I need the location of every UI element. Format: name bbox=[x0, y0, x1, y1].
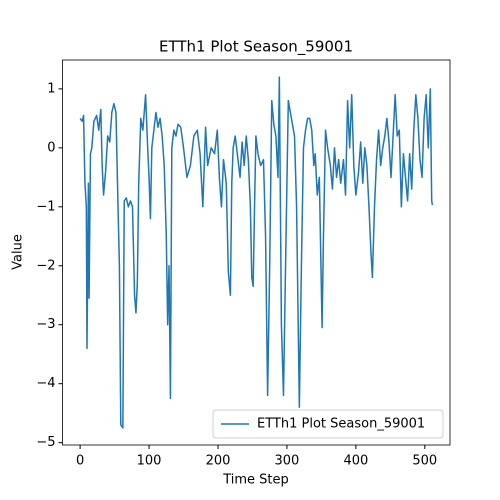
y-tick-label: 1 bbox=[47, 81, 55, 96]
y-tick-label: −4 bbox=[36, 376, 55, 391]
y-tick-label: −3 bbox=[36, 317, 55, 332]
y-tick-label: 0 bbox=[47, 140, 55, 155]
x-tick-label: 300 bbox=[275, 454, 300, 469]
line-series bbox=[79, 76, 434, 429]
y-tick-label: −1 bbox=[36, 199, 55, 214]
x-tick-label: 400 bbox=[343, 454, 368, 469]
y-tick-label: −2 bbox=[36, 258, 55, 273]
x-axis-label: Time Step bbox=[222, 473, 289, 488]
y-axis-label: Value bbox=[11, 234, 26, 270]
legend-label: ETTh1 Plot Season_59001 bbox=[257, 417, 425, 432]
y-tick-label: −5 bbox=[36, 435, 55, 450]
x-tick-label: 200 bbox=[206, 454, 231, 469]
chart-title: ETTh1 Plot Season_59001 bbox=[159, 38, 353, 57]
x-tick-label: 0 bbox=[76, 454, 84, 469]
x-tick-label: 500 bbox=[412, 454, 437, 469]
x-tick-label: 100 bbox=[137, 454, 162, 469]
legend-box bbox=[212, 409, 444, 439]
axes-frame bbox=[62, 59, 451, 446]
